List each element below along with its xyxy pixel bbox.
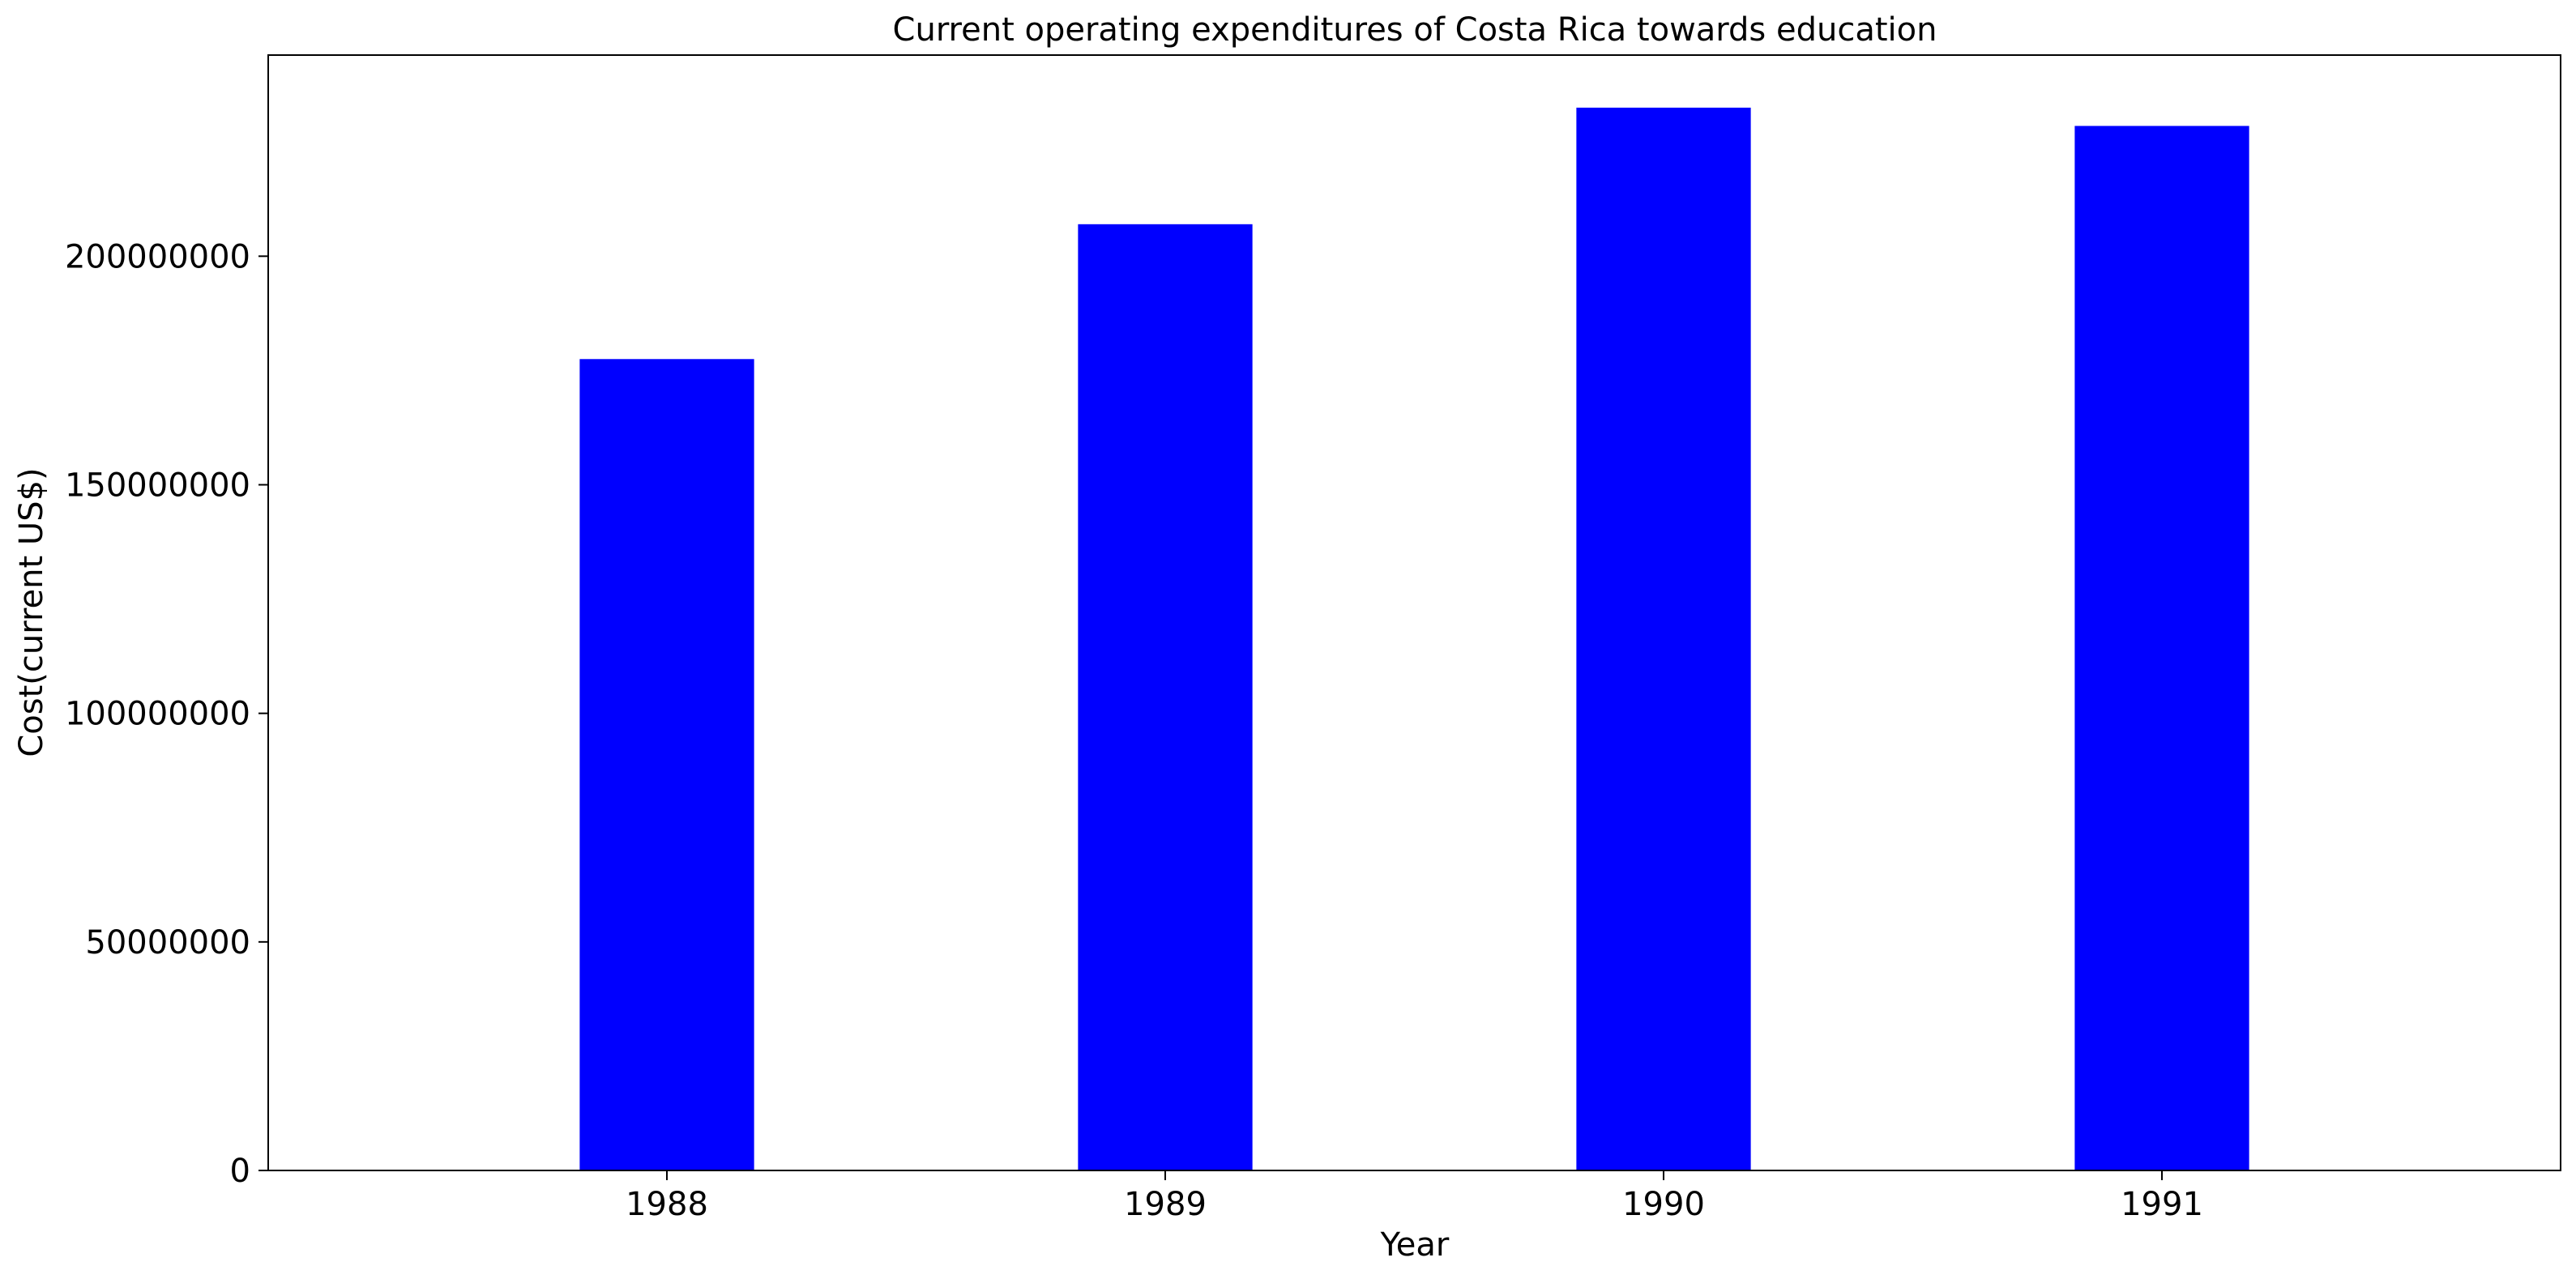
y-tick-label: 0 xyxy=(230,1153,250,1190)
y-tick-label: 50000000 xyxy=(85,924,250,961)
y-tick-label: 200000000 xyxy=(65,238,250,275)
bar-1990 xyxy=(1576,107,1751,1170)
bar-1989 xyxy=(1078,224,1253,1170)
x-tick-label: 1990 xyxy=(1622,1186,1705,1223)
bar-1988 xyxy=(579,359,754,1170)
y-tick-label: 100000000 xyxy=(65,696,250,733)
x-tick-label: 1991 xyxy=(2121,1186,2203,1223)
y-axis-ticks: 0 50000000 100000000 150000000 200000000 xyxy=(65,238,268,1190)
x-axis-label: Year xyxy=(1380,1226,1450,1264)
bar-1991 xyxy=(2074,126,2249,1170)
x-axis-ticks: 1988 1989 1990 1991 xyxy=(626,1170,2203,1223)
bars-group xyxy=(579,107,2249,1170)
x-tick-label: 1988 xyxy=(626,1186,708,1223)
plot-frame xyxy=(267,54,2561,1171)
y-tick-label: 150000000 xyxy=(65,467,250,504)
x-tick-label: 1989 xyxy=(1124,1186,1207,1223)
y-axis-label: Cost(current US$) xyxy=(13,467,50,757)
chart-title: Current operating expenditures of Costa … xyxy=(893,11,1937,49)
